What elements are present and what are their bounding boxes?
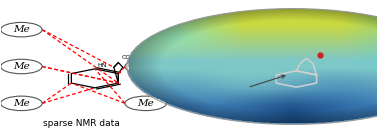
Circle shape (125, 59, 166, 74)
Circle shape (1, 96, 42, 111)
Text: Me: Me (137, 99, 154, 108)
Text: COOH: COOH (122, 55, 141, 60)
Circle shape (127, 9, 378, 124)
Circle shape (1, 59, 42, 74)
Text: HN: HN (98, 63, 107, 68)
Text: structure calculation: structure calculation (142, 75, 236, 84)
Text: Me: Me (13, 99, 30, 108)
Circle shape (125, 96, 166, 111)
Text: NMR²: NMR² (176, 35, 202, 45)
Text: N: N (127, 63, 132, 68)
Text: Me: Me (13, 25, 30, 34)
Text: sparse NMR data: sparse NMR data (43, 119, 120, 128)
Text: Me: Me (137, 62, 154, 71)
Text: Me: Me (13, 62, 30, 71)
Circle shape (1, 22, 42, 37)
